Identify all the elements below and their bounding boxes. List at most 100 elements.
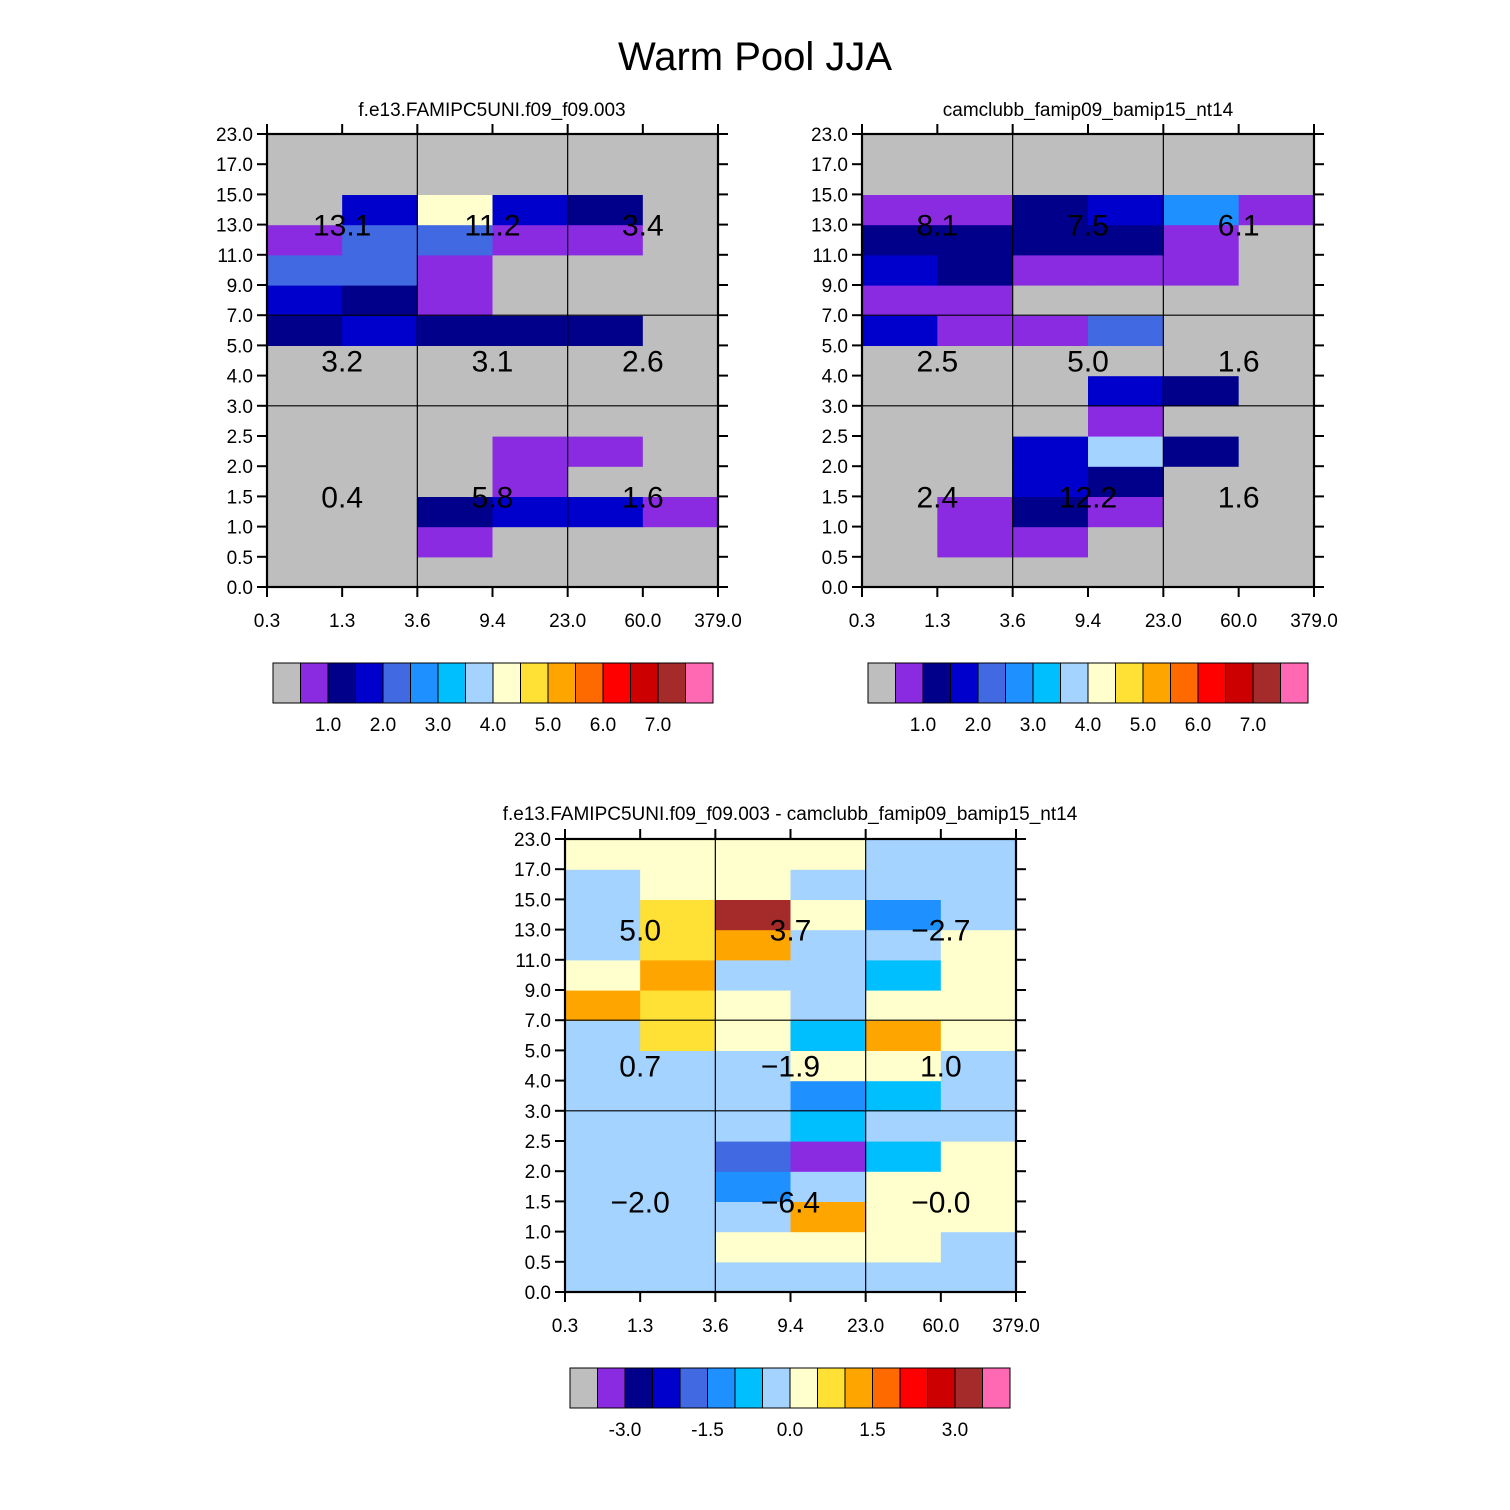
- y-tick-label: 7.0: [227, 306, 253, 327]
- y-tick-label: 2.0: [227, 457, 253, 478]
- heatmap-cell: [790, 990, 867, 1021]
- heatmap-cell: [342, 315, 418, 346]
- heatmap-cell: [640, 1141, 716, 1172]
- region-total: 8.1: [916, 210, 958, 243]
- heatmap-cell: [1163, 315, 1240, 346]
- heatmap-cell: [267, 134, 343, 165]
- heatmap-cell: [940, 1171, 1017, 1202]
- heatmap-cell: [567, 526, 644, 558]
- heatmap-cell: [862, 436, 938, 467]
- region-total: 3.4: [622, 210, 664, 243]
- heatmap-cell: [342, 375, 418, 407]
- y-tick-label: 2.5: [227, 427, 253, 448]
- colorbar-label: 1.0: [910, 715, 936, 736]
- colorbar-label: 4.0: [480, 715, 506, 736]
- heatmap-cell: [640, 1201, 716, 1233]
- heatmap-cell: [862, 254, 938, 286]
- heatmap-cell: [937, 526, 1014, 558]
- heatmap-cell: [342, 254, 418, 286]
- heatmap-cell: [1163, 436, 1240, 467]
- y-tick-label: 0.0: [227, 578, 253, 599]
- region-total: 1.6: [1218, 346, 1260, 379]
- x-tick-label: 0.3: [849, 611, 875, 632]
- y-tick-label: 5.0: [822, 336, 848, 357]
- colorbar-label: 0.0: [777, 1420, 803, 1441]
- colorbar-box: [575, 662, 604, 704]
- panel-title: f.e13.FAMIPC5UNI.f09_f09.003 - camclubb_…: [503, 804, 1078, 825]
- y-tick-label: 0.0: [822, 578, 848, 599]
- heatmap-cell: [642, 345, 719, 377]
- heatmap-cell: [567, 285, 644, 316]
- colorbar-label: 6.0: [590, 715, 616, 736]
- heatmap-cell: [1088, 134, 1164, 165]
- heatmap-cell: [1088, 405, 1164, 437]
- heatmap-cell: [267, 526, 343, 558]
- y-tick-label: 17.0: [811, 155, 848, 176]
- y-tick-label: 1.0: [525, 1223, 551, 1244]
- colorbar-box: [1252, 662, 1281, 704]
- heatmap-cell: [790, 869, 867, 900]
- heatmap-cell: [1163, 194, 1240, 226]
- heatmap-cell: [1088, 315, 1164, 346]
- heatmap-cell: [940, 1231, 1017, 1263]
- y-tick-label: 3.0: [822, 397, 848, 418]
- x-tick-label: 379.0: [694, 611, 742, 632]
- region-total: 1.0: [920, 1051, 962, 1084]
- y-tick-label: 0.0: [525, 1283, 551, 1304]
- colorbar-box: [922, 662, 951, 704]
- heatmap-cell: [862, 375, 938, 407]
- heatmap-cell: [642, 375, 719, 407]
- colorbar-label: 3.0: [425, 715, 451, 736]
- heatmap-cell: [790, 1110, 867, 1142]
- x-tick-label: 0.3: [254, 611, 280, 632]
- heatmap-cell: [267, 194, 343, 226]
- heatmap-cell: [790, 1171, 867, 1202]
- heatmap-cell: [567, 194, 644, 226]
- heatmap-cell: [567, 315, 644, 346]
- heatmap-cell: [565, 990, 641, 1021]
- region-total: −2.7: [911, 915, 970, 948]
- region-total: −2.0: [611, 1186, 670, 1219]
- heatmap-cell: [567, 405, 644, 437]
- heatmap-cell: [715, 1171, 792, 1202]
- colorbar-box: [1280, 662, 1309, 704]
- heatmap-cell: [862, 405, 938, 437]
- heatmap-cell: [940, 990, 1017, 1021]
- heatmap-cell: [715, 1050, 792, 1082]
- region-total: 13.1: [313, 210, 371, 243]
- colorbar-box: [1087, 662, 1116, 704]
- heatmap-cell: [790, 959, 867, 991]
- y-tick-label: 15.0: [216, 185, 253, 206]
- heatmap-cell: [642, 134, 719, 165]
- heatmap-cell: [1163, 345, 1240, 377]
- colorbar-box: [954, 1367, 983, 1409]
- heatmap-cell: [267, 224, 343, 256]
- y-tick-label: 11.0: [515, 951, 551, 972]
- colorbar-label: 1.0: [315, 715, 341, 736]
- region-total: 5.0: [1067, 346, 1109, 379]
- heatmap-cell: [1012, 194, 1089, 226]
- x-tick-label: 9.4: [1075, 611, 1102, 632]
- colorbar-label: -3.0: [609, 1420, 642, 1441]
- heatmap-cell: [1238, 556, 1315, 588]
- heatmap-cell: [715, 1080, 792, 1112]
- heatmap-cell: [492, 496, 569, 528]
- panel-difference: f.e13.FAMIPC5UNI.f09_f09.003 - camclubb_…: [503, 804, 1078, 1441]
- colorbar-box: [1142, 662, 1171, 704]
- heatmap-cell: [865, 1201, 942, 1233]
- heatmap-cell: [1163, 496, 1240, 528]
- colorbar-box: [602, 662, 631, 704]
- colorbar-box: [867, 662, 896, 704]
- panel-title: f.e13.FAMIPC5UNI.f09_f09.003: [358, 100, 625, 121]
- y-tick-label: 15.0: [811, 185, 848, 206]
- heatmap-cell: [790, 929, 867, 961]
- heatmap-cell: [417, 526, 494, 558]
- heatmap-cell: [492, 436, 569, 467]
- heatmap-cell: [940, 959, 1017, 991]
- heatmap-cell: [1238, 164, 1315, 195]
- y-tick-label: 13.0: [514, 921, 551, 942]
- colorbar-box: [1115, 662, 1144, 704]
- colorbar-label: 2.0: [370, 715, 396, 736]
- heatmap-cell: [1012, 556, 1089, 588]
